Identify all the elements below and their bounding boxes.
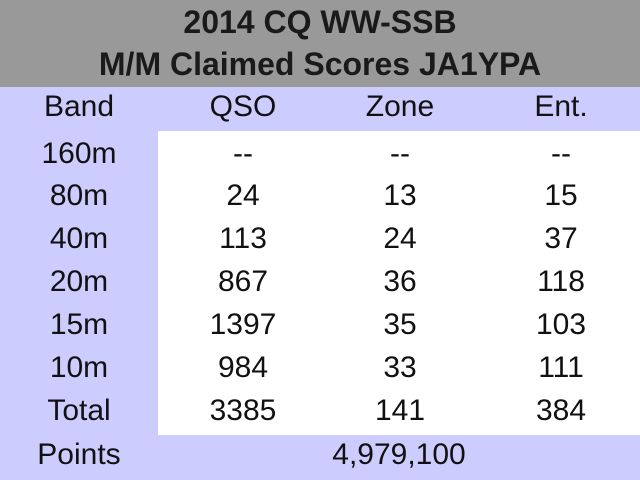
row-qso: 1397	[209, 308, 277, 341]
row-qso: 984	[217, 351, 269, 384]
row-band: 15m	[49, 308, 109, 341]
total-band: Total	[47, 394, 111, 427]
row-zone: 36	[383, 265, 417, 298]
row-qso: 867	[217, 265, 269, 298]
row-band: 160m	[41, 137, 117, 170]
row-band: 20m	[49, 265, 109, 298]
row-ent: 103	[535, 308, 587, 341]
total-qso: 3385	[209, 394, 277, 427]
title-banner: 2014 CQ WW-SSB M/M Claimed Scores JA1YPA	[0, 0, 640, 87]
values-panel	[158, 131, 640, 435]
row-ent: 15	[544, 179, 578, 212]
row-zone: --	[390, 137, 410, 170]
row-band: 40m	[49, 222, 109, 255]
header-qso: QSO	[209, 90, 277, 123]
row-ent: 37	[544, 222, 578, 255]
points-label: Points	[37, 438, 121, 471]
title-line-1: 2014 CQ WW-SSB	[183, 4, 457, 40]
row-ent: 118	[537, 265, 585, 298]
header-ent: Ent.	[534, 90, 588, 123]
row-qso: --	[233, 137, 253, 170]
total-ent: 384	[535, 394, 587, 427]
row-zone: 13	[383, 179, 417, 212]
row-ent: 111	[538, 351, 584, 384]
row-band: 10m	[49, 351, 109, 384]
row-qso: 24	[226, 179, 260, 212]
total-zone: 141	[374, 394, 426, 427]
row-zone: 33	[383, 351, 417, 384]
header-zone: Zone	[365, 90, 435, 123]
row-band: 80m	[49, 179, 109, 212]
title-line-2: M/M Claimed Scores JA1YPA	[98, 46, 542, 82]
row-qso: 113	[219, 222, 267, 255]
points-value: 4,979,100	[332, 438, 466, 471]
header-band: Band	[43, 90, 115, 123]
row-zone: 35	[383, 308, 417, 341]
row-ent: --	[551, 137, 571, 170]
row-zone: 24	[383, 222, 417, 255]
